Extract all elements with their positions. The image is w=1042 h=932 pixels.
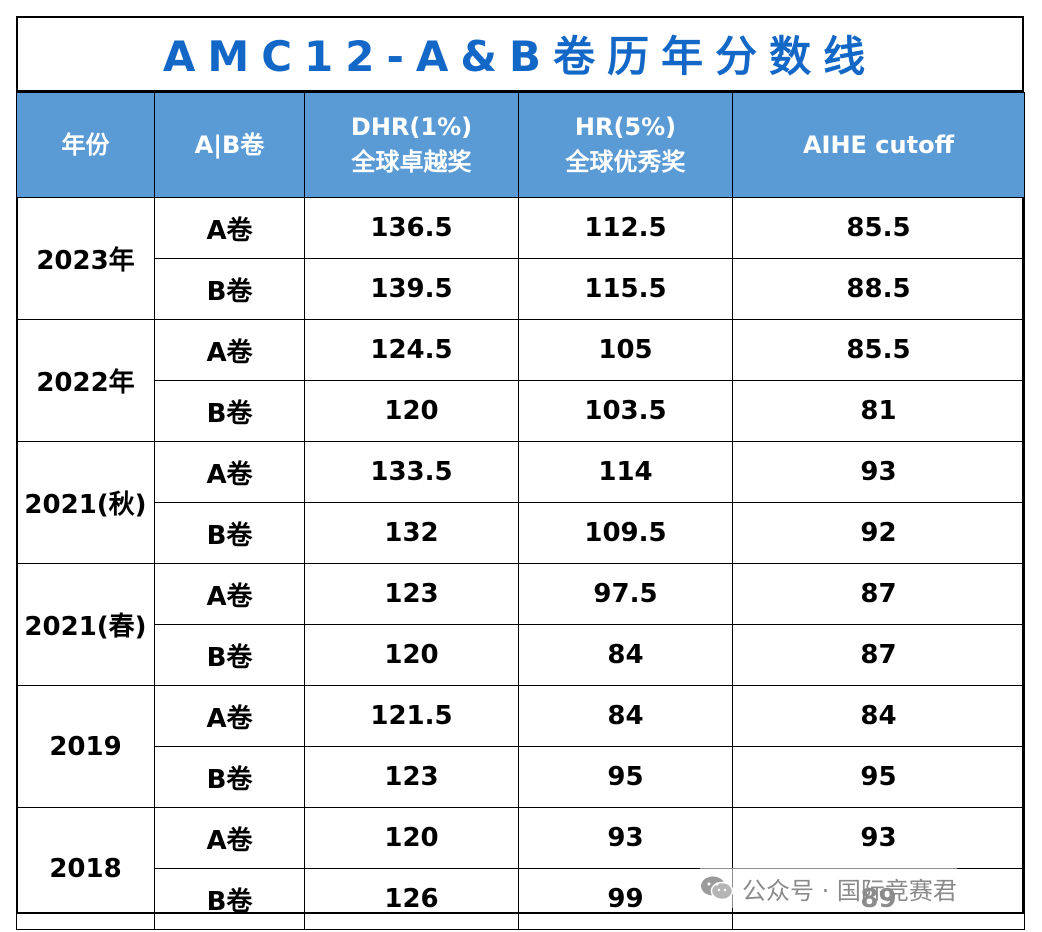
hr-cell: 95: [518, 746, 733, 808]
header-year: 年份: [16, 92, 155, 198]
aihe-cell: 88.5: [732, 258, 1025, 320]
header-hr: HR(5%) 全球优秀奖: [518, 92, 733, 198]
header-dhr: DHR(1%) 全球卓越奖: [304, 92, 519, 198]
page-title: AMC12-A&B卷历年分数线: [16, 16, 1024, 92]
paper-cell: B卷: [154, 380, 305, 442]
dhr-cell: 133.5: [304, 441, 519, 503]
header-aihe: AIHE cutoff: [732, 92, 1025, 198]
paper-cell: B卷: [154, 868, 305, 930]
paper-cell: B卷: [154, 746, 305, 808]
header-row: 年份 A|B卷 DHR(1%) 全球卓越奖 HR(5%) 全球优秀奖 AIHE …: [16, 92, 1025, 198]
paper-cell: A卷: [154, 685, 305, 747]
dhr-cell: 120: [304, 624, 519, 686]
aihe-cell: 92: [732, 502, 1025, 564]
table-row: 2022年 A卷 124.5 105 85.5: [16, 319, 1025, 442]
hr-cell: 84: [518, 624, 733, 686]
wechat-icon: [701, 876, 734, 901]
table-row: B卷 132 109.5 92: [17, 502, 1025, 564]
table-row: 2021(春) A卷 123 97.5 87: [16, 563, 1025, 686]
dhr-cell: 121.5: [304, 685, 519, 747]
year-cell: 2021(春): [16, 563, 155, 686]
paper-cell: A卷: [154, 563, 305, 625]
header-hr-line1: HR(5%): [574, 113, 677, 142]
paper-cell: A卷: [154, 807, 305, 869]
aihe-cell: 93: [732, 807, 1025, 869]
watermark-text: 公众号 · 国际竞赛君: [742, 876, 957, 905]
hr-cell: 112.5: [518, 197, 733, 259]
hr-cell: 97.5: [518, 563, 733, 625]
header-paper: A|B卷: [154, 92, 305, 198]
dhr-cell: 123: [304, 563, 519, 625]
table-row: 2018 A卷 120 93 93: [16, 807, 1025, 930]
table-row: 2019 A卷 121.5 84 84: [16, 685, 1025, 808]
aihe-cell: 84: [732, 685, 1025, 747]
hr-cell: 84: [518, 685, 733, 747]
table-row: B卷 139.5 115.5 88.5: [17, 258, 1025, 320]
dhr-cell: 126: [304, 868, 519, 930]
hr-cell: 115.5: [518, 258, 733, 320]
hr-cell: 93: [518, 807, 733, 869]
year-cell: 2018: [16, 807, 155, 930]
dhr-cell: 120: [304, 807, 519, 869]
header-dhr-line2: 全球卓越奖: [351, 148, 472, 176]
hr-cell: 103.5: [518, 380, 733, 442]
dhr-cell: 132: [304, 502, 519, 564]
aihe-cell: 87: [732, 563, 1025, 625]
paper-cell: A卷: [154, 319, 305, 381]
aihe-cell: 81: [732, 380, 1025, 442]
dhr-cell: 139.5: [304, 258, 519, 320]
table-row: B卷 120 84 87: [17, 624, 1025, 686]
dhr-cell: 123: [304, 746, 519, 808]
header-hr-line2: 全球优秀奖: [565, 148, 686, 176]
aihe-cell: 95: [732, 746, 1025, 808]
year-cell: 2023年: [16, 197, 155, 320]
aihe-cell: 85.5: [732, 197, 1025, 259]
score-table: 年份 A|B卷 DHR(1%) 全球卓越奖 HR(5%) 全球优秀奖 AIHE …: [16, 92, 1025, 930]
hr-cell: 105: [518, 319, 733, 381]
hr-cell: 109.5: [518, 502, 733, 564]
dhr-cell: 124.5: [304, 319, 519, 381]
aihe-cell: 87: [732, 624, 1025, 686]
year-cell: 2019: [16, 685, 155, 808]
table-row: B卷 123 95 95: [17, 746, 1025, 808]
watermark: 公众号 · 国际竞赛君: [700, 868, 957, 908]
paper-cell: A卷: [154, 441, 305, 503]
aihe-cell: 93: [732, 441, 1025, 503]
dhr-cell: 120: [304, 380, 519, 442]
paper-cell: B卷: [154, 258, 305, 320]
header-dhr-line1: DHR(1%): [350, 113, 473, 142]
paper-cell: B卷: [154, 624, 305, 686]
hr-cell: 99: [518, 868, 733, 930]
table-row: 2021(秋) A卷 133.5 114 93: [16, 441, 1025, 564]
paper-cell: B卷: [154, 502, 305, 564]
table-row: 2023年 A卷 136.5 112.5 85.5: [16, 197, 1025, 320]
aihe-cell: 85.5: [732, 319, 1025, 381]
dhr-cell: 136.5: [304, 197, 519, 259]
table-row: B卷 120 103.5 81: [17, 380, 1025, 442]
year-cell: 2022年: [16, 319, 155, 442]
year-cell: 2021(秋): [16, 441, 155, 564]
hr-cell: 114: [518, 441, 733, 503]
paper-cell: A卷: [154, 197, 305, 259]
